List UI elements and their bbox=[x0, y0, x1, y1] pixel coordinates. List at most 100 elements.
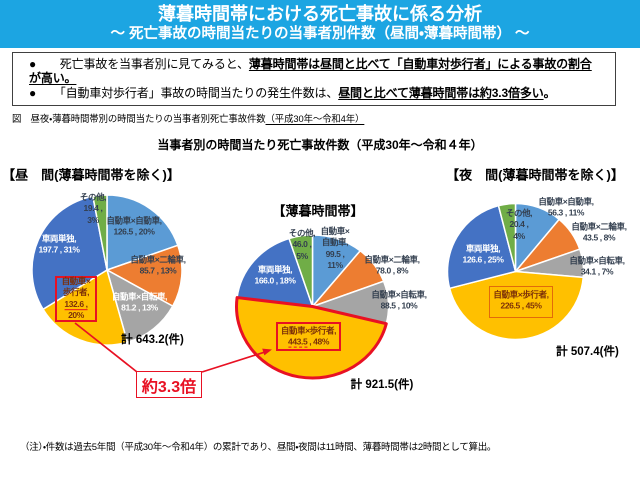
text-segment: ● 死亡事故を当事者別に見てみると、 bbox=[29, 57, 249, 71]
pie-label-line: 46.0 , bbox=[292, 239, 312, 250]
pie-1-label-3: 自動車×自転車, 81.2 , 13% bbox=[111, 291, 168, 315]
total-label-3: 計 507.4(件) bbox=[556, 346, 619, 358]
chart-title-2: 【薄暮時間帯】 bbox=[272, 203, 364, 219]
pie-3-label-3: 自動車×自転車, 34.1 , 7% bbox=[569, 255, 625, 279]
pie-label-line: 自動車×自転車, bbox=[569, 255, 625, 266]
header-banner: 薄暮時間帯における死亡事故に係る分析 ～ 死亡事故の時間当たりの当事者別件数（昼… bbox=[0, 0, 640, 48]
pie-1-slice-6 bbox=[92, 194, 108, 271]
pie-label-line: その他, bbox=[505, 207, 533, 218]
summary-bullet-1: ● 死亡事故を当事者別に見てみると、薄暮時間帯は昼間と比べて「自動車対歩行者」に… bbox=[29, 57, 607, 86]
pie-label-line: 78.0 , 8% bbox=[375, 266, 409, 276]
figure-caption: 図 昼夜・薄暮時間帯別の時間当たりの当事者別死亡事故件数（平成30年～令和4年） bbox=[12, 111, 364, 125]
pie-3-slice-5 bbox=[446, 204, 517, 290]
pie-label-line: 歩行者, bbox=[62, 287, 90, 298]
pie-label-line: 19.4 , bbox=[83, 203, 103, 214]
pie-1-slice-5 bbox=[31, 195, 108, 310]
summary-bullet-2: ● 「自動車対歩行者」事故の時間当たりの発生件数は、昼間と比べて薄暮時間帯は約3… bbox=[29, 86, 607, 100]
pie-label-line: 自動車×歩行者, bbox=[280, 325, 337, 336]
text-segment: （平成30年～令和4年） bbox=[265, 113, 365, 124]
pie-label-line: 443.5 , 48% bbox=[288, 336, 329, 348]
footnote: （注）・件数は過去5年間（平成30年～令和4年）の累計であり、昼間・夜間は11時… bbox=[20, 442, 497, 453]
text-segment: 薄暮時間帯は昼間と比べて「自動車対歩行者」による事故の割合 が高い。 bbox=[29, 57, 592, 86]
pie-chart-1 bbox=[31, 194, 183, 346]
pie-label-line: 3% bbox=[87, 214, 99, 225]
pie-label-line: 自動車× bbox=[320, 226, 350, 237]
pie-2-label-3: 自動車×自転車, 88.5 , 10% bbox=[371, 289, 427, 313]
pie-label-line: 4% bbox=[513, 230, 525, 241]
pie-label-line: 自動車×二輪車, bbox=[130, 254, 186, 265]
pie-label-line: 自動車, bbox=[321, 237, 349, 248]
text-segment: ● 「自動車対歩行者」事故の時間当たりの発生件数は、 bbox=[29, 85, 339, 100]
underlined-value: 443.5 bbox=[288, 336, 308, 348]
pie-label-line: 56.3 , 11% bbox=[547, 208, 585, 218]
highlight-box-1 bbox=[55, 276, 97, 322]
pie-label-line: その他, bbox=[79, 191, 107, 202]
highlight-box-3 bbox=[489, 286, 553, 318]
pie-label-line: 自動車×二輪車, bbox=[571, 221, 627, 232]
pie-label-line: 自動車×二輪車, bbox=[364, 254, 420, 265]
text-segment: 。 bbox=[543, 85, 556, 100]
highlight-box-2 bbox=[276, 322, 341, 351]
pie-2-label-5: 車両単独, 166.0 , 18% bbox=[255, 265, 296, 288]
pie-label-line: 自動車×自動車, bbox=[106, 215, 162, 226]
pie-3-slice-6 bbox=[497, 202, 517, 273]
pie-label-line: 車両単独, bbox=[41, 233, 77, 244]
pie-1-label-4: 自動車× 歩行者, 132.6 , 20% bbox=[62, 276, 91, 322]
underlined-value: 132.6 , bbox=[64, 299, 88, 310]
total-label-2: 計 921.5(件) bbox=[350, 379, 414, 391]
pie-1-slice-3 bbox=[106, 269, 174, 343]
pie-3-label-4: 自動車×歩行者, 226.5 , 45% bbox=[493, 289, 549, 313]
chart-main-title: 当事者別の時間当たり死亡事故件数（平成30年～令和４年） bbox=[157, 138, 483, 152]
page-title: 薄暮時間帯における死亡事故に係る分析 bbox=[158, 4, 482, 24]
pie-3-label-1: 自動車×自動車, 56.3 , 11% bbox=[538, 196, 594, 220]
text-segment: 昼間と比べて薄暮時間帯は約3.3倍多い bbox=[338, 85, 544, 100]
pie-3-label-2: 自動車×二輪車, 43.5 , 8% bbox=[571, 221, 627, 245]
pie-label-line: 20.4 , bbox=[509, 219, 529, 230]
pie-label-line: 197.7 , 31% bbox=[38, 245, 80, 255]
pie-2-label-4: 自動車×歩行者, 443.5 , 48% bbox=[281, 325, 336, 348]
pie-label-line: 126.5 , 20% bbox=[113, 227, 155, 237]
pie-2-label-2: 自動車×二輪車, 78.0 , 8% bbox=[364, 254, 420, 278]
summary-box: ● 死亡事故を当事者別に見てみると、薄暮時間帯は昼間と比べて「自動車対歩行者」に… bbox=[12, 52, 616, 106]
pie-label-line: 自動車×自動車, bbox=[538, 196, 594, 207]
pie-label-line: 自動車× bbox=[61, 276, 91, 287]
pie-label-line: 11% bbox=[327, 260, 343, 271]
pie-label-line: 81.2 , 13% bbox=[121, 303, 158, 313]
pie-label-line: 99.5 , bbox=[325, 249, 345, 259]
pie-label-line: 126.6 , 25% bbox=[462, 255, 504, 265]
pie-label-line: 自動車×自転車, bbox=[371, 289, 427, 300]
pie-label-line: 自動車×自転車, bbox=[111, 291, 168, 302]
pie-2-highlight-outline bbox=[235, 296, 388, 380]
pie-3-slice-4 bbox=[448, 270, 584, 341]
pie-label-line: 88.5 , 10% bbox=[380, 301, 418, 311]
pie-label-line: 車両単独, bbox=[465, 243, 501, 254]
ratio-callout: 約3.3倍 bbox=[136, 371, 202, 398]
pie-label-line: 車両単独, bbox=[257, 264, 293, 275]
pie-1-label-6: その他, 19.4 , 3% bbox=[79, 191, 107, 226]
pie-label-line: 43.5 , 8% bbox=[582, 233, 616, 243]
pie-2-label-6: その他, 46.0 , 5% bbox=[288, 227, 316, 262]
pie-2-label-1: 自動車× 自動車, 99.5 , 11% bbox=[321, 226, 350, 272]
pie-2-slice-5 bbox=[236, 237, 314, 308]
pie-1-label-2: 自動車×二輪車, 85.7 , 13% bbox=[130, 254, 186, 278]
text-segment: 図 昼夜・薄暮時間帯別の時間当たりの当事者別死亡事故件数 bbox=[12, 113, 266, 124]
ratio-callout-label: 約3.3倍 bbox=[141, 378, 197, 396]
pie-3-label-6: その他, 20.4 , 4% bbox=[505, 207, 533, 242]
pie-label-line: その他, bbox=[288, 227, 316, 238]
pie-2-slice-6 bbox=[288, 234, 314, 308]
chart-title-3: 【夜 間(薄暮時間帯を除く)】 bbox=[446, 167, 624, 182]
pie-3-label-5: 車両単独, 126.6 , 25% bbox=[463, 244, 504, 267]
pie-1-label-5: 車両単独, 197.7 , 31% bbox=[39, 234, 80, 257]
pie-1-slice-4 bbox=[42, 269, 129, 346]
pie-label-line: 自動車×歩行者, bbox=[493, 289, 549, 300]
annotation-line bbox=[201, 351, 265, 373]
pie-label-line: 166.0 , 18% bbox=[254, 276, 296, 286]
pie-1-label-1: 自動車×自動車, 126.5 , 20% bbox=[106, 215, 162, 239]
pie-1-slice-2 bbox=[106, 244, 183, 307]
pie-label-line: 20% bbox=[68, 310, 84, 321]
page-subtitle: ～ 死亡事故の時間当たりの当事者別件数（昼間・薄暮時間帯） ～ bbox=[110, 26, 530, 42]
pie-chart-2 bbox=[235, 234, 390, 380]
